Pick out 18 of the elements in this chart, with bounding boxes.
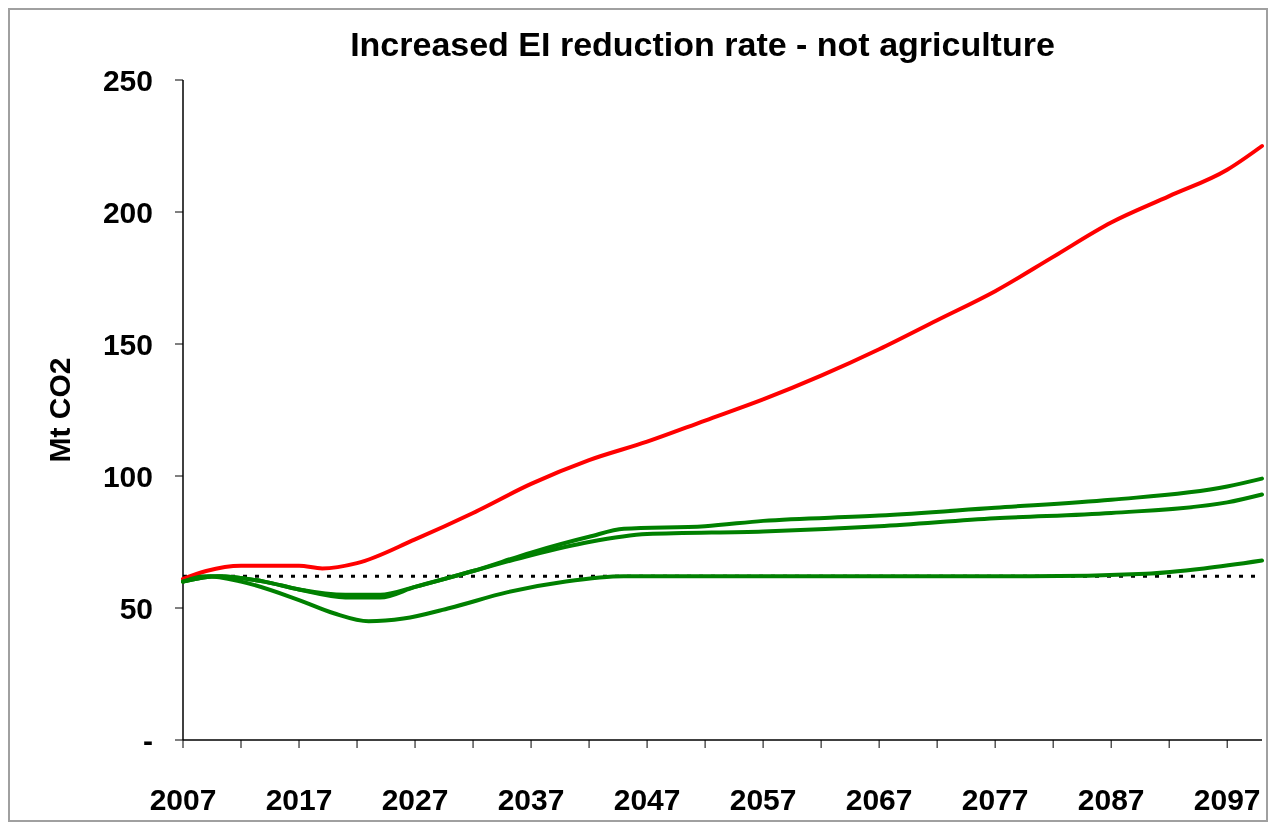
- x-tick-label: 2087: [1077, 783, 1145, 816]
- chart-title: Increased EI reduction rate - not agriculture: [350, 25, 1055, 63]
- y-axis-title: Mt CO2: [43, 357, 76, 463]
- x-tick-label: 2037: [497, 783, 565, 816]
- x-tick-label: 2077: [961, 783, 1029, 816]
- y-tick-label: 50: [119, 591, 153, 625]
- y-tick-label: 100: [102, 459, 153, 493]
- y-tick-label: -: [143, 723, 153, 757]
- y-tick-label: 200: [102, 195, 153, 229]
- x-tick-label: 2097: [1193, 783, 1261, 816]
- x-tick-label: 2017: [265, 783, 333, 816]
- y-tick-label: 150: [102, 327, 153, 361]
- x-tick-label: 2007: [149, 783, 217, 816]
- x-tick-label: 2027: [381, 783, 449, 816]
- y-tick-label: 250: [102, 63, 153, 97]
- x-tick-label: 2057: [729, 783, 797, 816]
- x-tick-label: 2047: [613, 783, 681, 816]
- x-tick-label: 2067: [845, 783, 913, 816]
